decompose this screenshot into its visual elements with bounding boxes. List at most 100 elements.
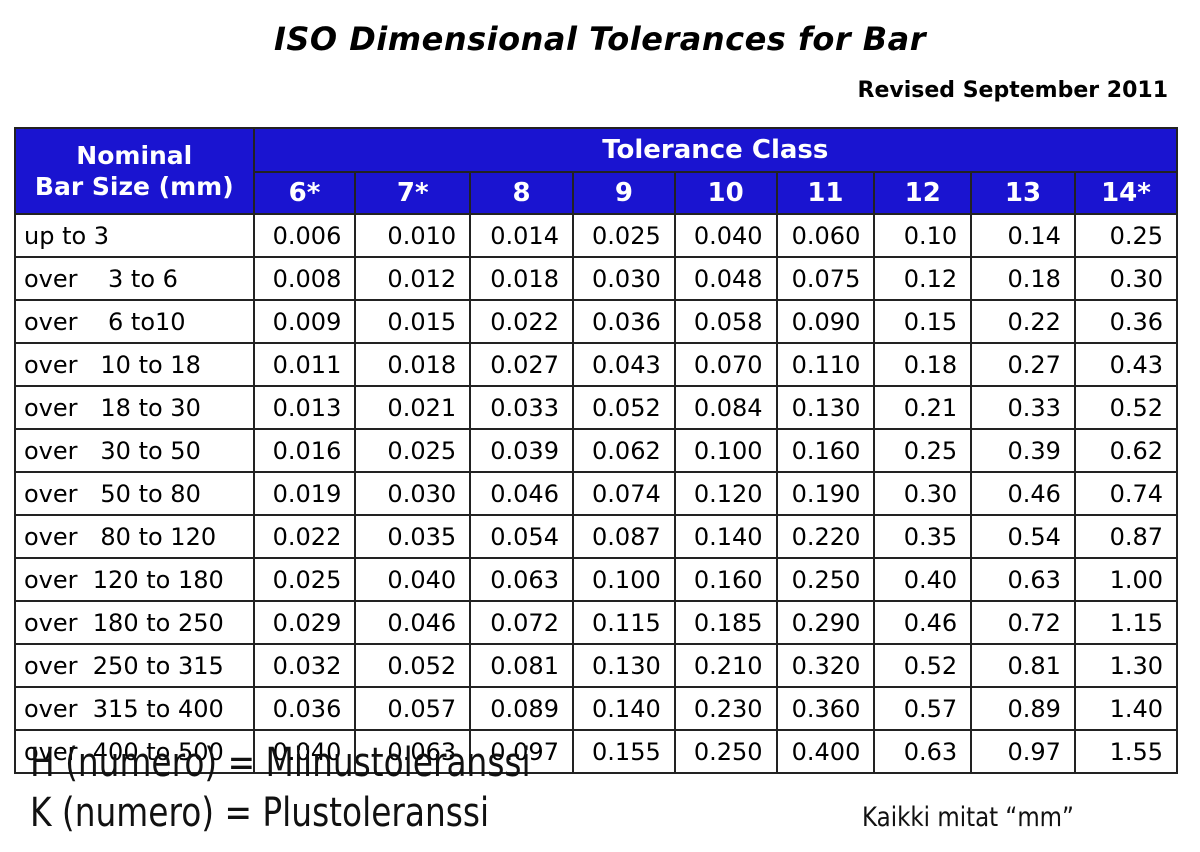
value-cell: 0.40 — [873, 557, 973, 602]
value-cell: 0.084 — [673, 385, 778, 430]
value-cell: 0.110 — [775, 342, 876, 387]
value-cell: 0.63 — [970, 557, 1076, 602]
value-cell: 0.10 — [873, 213, 973, 258]
value-cell: 0.21 — [873, 385, 973, 430]
value-cell: 0.074 — [571, 471, 676, 516]
tolerance-table: Nominal Bar Size (mm) Tolerance Class 6*… — [14, 127, 1179, 774]
value-cell: 0.040 — [252, 729, 357, 774]
page-title: ISO Dimensional Tolerances for Bar — [273, 20, 927, 58]
value-cell: 0.25 — [873, 428, 973, 473]
col-header-14: 14* — [1073, 171, 1179, 215]
value-cell: 0.030 — [354, 471, 472, 516]
row-label: over 315 to 400 — [14, 686, 255, 731]
value-cell: 0.46 — [970, 471, 1076, 516]
col-header-7: 7* — [354, 171, 472, 215]
value-cell: 0.130 — [775, 385, 876, 430]
value-cell: 0.016 — [252, 428, 357, 473]
value-cell: 0.063 — [354, 729, 472, 774]
value-cell: 0.87 — [1073, 514, 1179, 559]
value-cell: 0.185 — [673, 600, 778, 645]
value-cell: 1.40 — [1073, 686, 1179, 731]
value-cell: 0.089 — [469, 686, 574, 731]
value-cell: 0.120 — [673, 471, 778, 516]
col-header-10: 10 — [673, 171, 778, 215]
row-label: over 80 to 120 — [14, 514, 255, 559]
revised-date: Revised September 2011 — [857, 78, 1168, 103]
value-cell: 0.15 — [873, 299, 973, 344]
value-cell: 0.011 — [252, 342, 357, 387]
col-header-6: 6* — [252, 171, 357, 215]
value-cell: 0.027 — [469, 342, 574, 387]
value-cell: 0.46 — [873, 600, 973, 645]
col-header-9: 9 — [571, 171, 676, 215]
value-cell: 0.36 — [1073, 299, 1179, 344]
table-row: over 18 to 30 0.013 0.021 0.033 0.052 0.084 0.… — [14, 385, 1179, 430]
value-cell: 0.009 — [252, 299, 357, 344]
value-cell: 0.060 — [775, 213, 876, 258]
value-cell: 0.35 — [873, 514, 973, 559]
note-minus-tolerance: H (numero) = Miinustoleranssi — [30, 740, 531, 786]
value-cell: 0.039 — [469, 428, 574, 473]
value-cell: 0.035 — [354, 514, 472, 559]
value-cell: 0.058 — [673, 299, 778, 344]
table-row: over 6 to10 0.009 0.015 0.022 0.036 0.058 0.09… — [14, 299, 1179, 344]
value-cell: 0.012 — [354, 256, 472, 301]
col-header-13: 13 — [970, 171, 1076, 215]
table-row: up to 3 0.006 0.010 0.014 0.025 0.040 0.060 0.1… — [14, 213, 1179, 258]
value-cell: 0.046 — [354, 600, 472, 645]
value-cell: 0.360 — [775, 686, 876, 731]
row-label: over 6 to10 — [14, 299, 255, 344]
value-cell: 0.008 — [252, 256, 357, 301]
value-cell: 0.81 — [970, 643, 1076, 688]
value-cell: 0.019 — [252, 471, 357, 516]
row-label: over 250 to 315 — [14, 643, 255, 688]
value-cell: 0.025 — [354, 428, 472, 473]
value-cell: 0.025 — [252, 557, 357, 602]
value-cell: 0.029 — [252, 600, 357, 645]
value-cell: 0.075 — [775, 256, 876, 301]
row-label: over 400 to 500 — [14, 729, 255, 774]
note-plus-tolerance: K (numero) = Plustoleranssi — [30, 790, 490, 836]
value-cell: 1.15 — [1073, 600, 1179, 645]
group-header: Tolerance Class — [252, 127, 1179, 173]
value-cell: 0.033 — [469, 385, 574, 430]
value-cell: 0.27 — [970, 342, 1076, 387]
value-cell: 0.54 — [970, 514, 1076, 559]
value-cell: 0.018 — [469, 256, 574, 301]
value-cell: 0.97 — [970, 729, 1076, 774]
row-label: over 180 to 250 — [14, 600, 255, 645]
value-cell: 0.043 — [571, 342, 676, 387]
corner-header: Nominal Bar Size (mm) — [14, 127, 255, 215]
value-cell: 0.190 — [775, 471, 876, 516]
group-header-row: Nominal Bar Size (mm) Tolerance Class — [14, 127, 1179, 215]
value-cell: 0.100 — [673, 428, 778, 473]
value-cell: 0.025 — [571, 213, 676, 258]
footnotes: H (numero) = Miinustoleranssi K (numero)… — [0, 728, 1200, 852]
value-cell: 0.018 — [354, 342, 472, 387]
col-header-8: 8 — [469, 171, 574, 215]
table-row: over 30 to 50 0.016 0.025 0.039 0.062 0.100 0.… — [14, 428, 1179, 473]
col-header-12: 12 — [873, 171, 973, 215]
value-cell: 0.18 — [970, 256, 1076, 301]
value-cell: 0.063 — [469, 557, 574, 602]
value-cell: 0.032 — [252, 643, 357, 688]
value-cell: 0.115 — [571, 600, 676, 645]
row-label: over 18 to 30 — [14, 385, 255, 430]
value-cell: 1.55 — [1073, 729, 1179, 774]
value-cell: 0.013 — [252, 385, 357, 430]
value-cell: 0.097 — [469, 729, 574, 774]
value-cell: 0.30 — [873, 471, 973, 516]
value-cell: 0.040 — [673, 213, 778, 258]
value-cell: 0.43 — [1073, 342, 1179, 387]
table-row: over 10 to 18 0.011 0.018 0.027 0.043 0.070 0.… — [14, 342, 1179, 387]
value-cell: 0.14 — [970, 213, 1076, 258]
value-cell: 1.00 — [1073, 557, 1179, 602]
value-cell: 0.062 — [571, 428, 676, 473]
value-cell: 0.014 — [469, 213, 574, 258]
value-cell: 0.250 — [673, 729, 778, 774]
value-cell: 0.320 — [775, 643, 876, 688]
value-cell: 0.054 — [469, 514, 574, 559]
table-row: over 180 to 250 0.029 0.046 0.072 0.115 0.185… — [14, 600, 1179, 645]
table-row: over 315 to 400 0.036 0.057 0.089 0.140 0.230… — [14, 686, 1179, 731]
